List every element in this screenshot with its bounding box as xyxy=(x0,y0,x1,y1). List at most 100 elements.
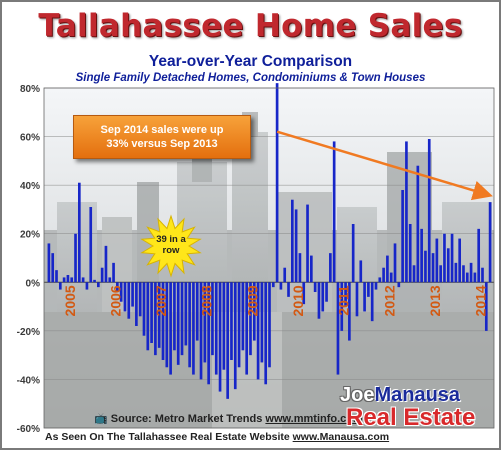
bar xyxy=(446,248,450,283)
bar xyxy=(473,272,477,283)
company-logo: JoeManausa Real Estate xyxy=(340,384,490,431)
bar xyxy=(355,282,359,317)
bar xyxy=(119,282,123,302)
bar xyxy=(427,139,431,283)
bar xyxy=(104,245,108,283)
bar xyxy=(287,282,290,297)
bar xyxy=(157,282,161,348)
bar xyxy=(237,282,241,368)
x-tick-label: 2013 xyxy=(427,285,443,316)
bar xyxy=(336,282,340,375)
logo-line1: JoeManausa xyxy=(340,384,460,407)
bar xyxy=(283,267,287,283)
bar xyxy=(230,282,233,360)
x-tick-label: 2014 xyxy=(473,285,489,316)
bar xyxy=(271,282,275,288)
y-tick-label: -60% xyxy=(17,424,40,435)
x-tick-label: 2012 xyxy=(381,285,397,316)
bar xyxy=(401,190,404,283)
bar xyxy=(389,272,393,283)
source-line: 📺 Source: Metro Market Trends www.mmtinf… xyxy=(94,412,363,425)
chart-title: Tallahassee Home Sales xyxy=(38,8,463,44)
bar xyxy=(214,282,218,375)
bar xyxy=(264,282,268,385)
bar xyxy=(302,282,306,305)
bar xyxy=(469,262,473,283)
bar xyxy=(393,243,397,283)
bar xyxy=(195,282,199,341)
bar xyxy=(344,282,347,307)
source-text: Source: Metro Market Trends xyxy=(110,413,263,425)
bar xyxy=(112,262,115,283)
asseen-link[interactable]: www.Manausa.com xyxy=(292,431,390,443)
x-tick-label: 2007 xyxy=(153,285,169,316)
logo-manausa: Manausa xyxy=(374,384,461,406)
bar xyxy=(279,282,283,290)
bar xyxy=(462,265,465,283)
y-axis: -60% -40% -20% 0% 20% 40% 60% 80% xyxy=(17,84,40,435)
bar xyxy=(348,282,351,341)
bar xyxy=(131,282,134,307)
bar xyxy=(58,282,62,290)
bar xyxy=(192,282,195,375)
bar xyxy=(397,282,401,288)
bar xyxy=(359,260,363,283)
bar xyxy=(252,282,256,341)
bar xyxy=(290,199,294,283)
bar xyxy=(294,209,298,283)
x-tick-label: 2009 xyxy=(244,285,260,316)
bar xyxy=(332,141,336,283)
bar xyxy=(340,282,344,331)
bar xyxy=(180,282,184,356)
x-tick-label: 2006 xyxy=(107,285,123,316)
bar xyxy=(241,282,245,351)
bar xyxy=(329,253,332,283)
bar xyxy=(47,243,51,283)
bar xyxy=(351,224,355,283)
y-tick-label: 0% xyxy=(26,278,41,289)
bar xyxy=(268,282,271,368)
bar xyxy=(66,275,70,283)
bar xyxy=(203,282,207,363)
bar xyxy=(123,282,127,312)
bar xyxy=(188,282,191,368)
tv-icon: 📺 xyxy=(94,413,108,425)
bar xyxy=(93,279,96,283)
bar xyxy=(173,282,176,351)
bar xyxy=(97,282,100,288)
bar xyxy=(161,282,165,360)
bar xyxy=(306,204,309,283)
bar xyxy=(435,238,439,283)
asseen-text: As Seen On The Tallahassee Real Estate W… xyxy=(45,431,290,443)
trend-arrow xyxy=(276,130,493,201)
logo-realestate: Real Estate xyxy=(346,404,476,431)
bar xyxy=(233,282,237,390)
bar xyxy=(85,282,89,290)
bar xyxy=(218,282,222,392)
bar xyxy=(222,282,226,370)
bar xyxy=(310,255,313,283)
bar xyxy=(55,270,58,283)
y-tick-label: 20% xyxy=(20,230,40,241)
bars xyxy=(47,83,492,399)
bar xyxy=(367,282,370,297)
source-link[interactable]: www.mmtinfo.com xyxy=(265,413,363,425)
bar xyxy=(382,267,385,283)
bar xyxy=(154,282,157,356)
bar xyxy=(108,277,112,283)
starburst-line1: 39 in a xyxy=(156,234,186,245)
bar xyxy=(249,282,252,356)
bar xyxy=(184,282,188,346)
bar xyxy=(484,282,488,331)
plot-frame xyxy=(43,87,495,429)
bar xyxy=(142,282,146,336)
bar xyxy=(313,282,317,292)
bar xyxy=(127,282,131,319)
bar xyxy=(165,282,169,368)
bar xyxy=(275,83,279,283)
bar xyxy=(378,277,382,283)
x-tick-label: 2010 xyxy=(290,285,306,316)
chart-subtitle: Year-over-Year Comparison xyxy=(148,53,353,70)
